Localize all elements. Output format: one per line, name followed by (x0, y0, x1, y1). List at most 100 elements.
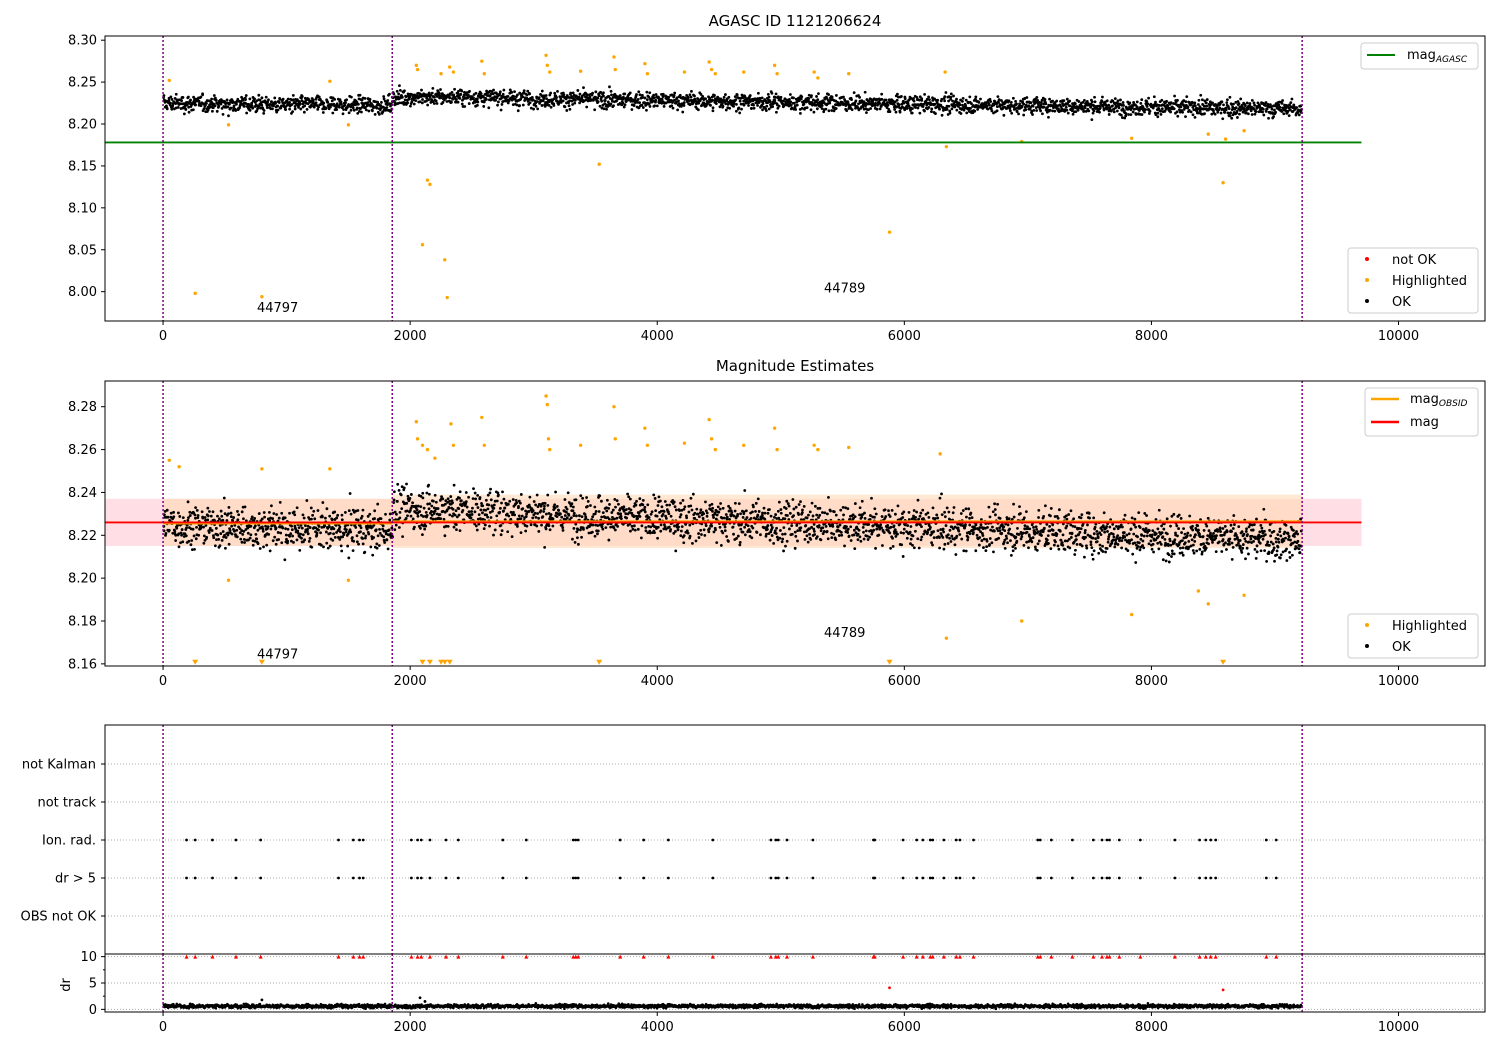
agasc-ok-point (800, 95, 804, 99)
agasc-ok-point (1202, 104, 1206, 108)
agasc-ok-point (815, 107, 819, 111)
agasc-ok-point (682, 104, 686, 107)
mag-ok-point (486, 493, 490, 497)
mag-ok-point (902, 531, 905, 535)
agasc-ok-point (311, 100, 315, 104)
agasc-ok-point (1289, 101, 1293, 104)
mag-ok-point (174, 539, 178, 542)
agasc-ok-point (576, 89, 580, 92)
mag-ok-point (799, 500, 802, 504)
mag-ok-point (421, 491, 425, 495)
agasc-ok-point (1043, 98, 1047, 101)
agasc-ok-point (214, 98, 218, 102)
agasc-highlighted-point (545, 63, 549, 68)
agasc-ok-point (167, 99, 171, 102)
mag-ok-point (616, 525, 620, 528)
agasc-ok-point (180, 99, 183, 102)
agasc-ok-point (1111, 104, 1114, 108)
mag-ok-point (852, 533, 856, 537)
agasc-legend-entry: OK (1392, 295, 1411, 310)
mag-ok-point (241, 532, 245, 536)
agasc-ok-point (770, 91, 774, 95)
mag-ok-point (610, 511, 614, 514)
agasc-ok-point (647, 102, 651, 106)
mag-ok-point (613, 517, 616, 521)
agasc-ok-point (489, 92, 493, 96)
agasc-ok-point (1140, 113, 1144, 116)
agasc-ok-point (450, 90, 454, 94)
agasc-ok-point (799, 112, 802, 115)
mag-ok-point (546, 503, 550, 507)
agasc-ok-point (761, 108, 764, 112)
mag-ok-point (451, 507, 455, 511)
agasc-ok-point (1169, 110, 1172, 114)
mag-ok-point (517, 514, 521, 518)
mag-ok-point (653, 497, 657, 500)
mag-ok-point (534, 516, 538, 519)
mag-ok-point (785, 539, 789, 543)
agasc-ok-point (1177, 108, 1181, 112)
mag-ok-point (825, 512, 829, 516)
mag-ok-point (713, 511, 717, 515)
mag-ok-point (291, 534, 295, 538)
mag-ok-point (449, 495, 453, 498)
mag-ok-point (411, 501, 415, 505)
agasc-ok-point (559, 97, 563, 101)
agasc-ok-point (816, 98, 820, 102)
agasc-legend-marker (1365, 299, 1369, 303)
mag-ok-point (500, 529, 504, 533)
mag-ok-point (901, 516, 905, 519)
agasc-highlighted-point (772, 63, 777, 68)
mag-ok-point (594, 509, 598, 513)
agasc-ok-point (928, 98, 931, 102)
mag-ok-point (267, 510, 271, 514)
agasc-ok-point (690, 89, 693, 93)
mag-ok-point (411, 517, 415, 521)
agasc-ok-point (714, 102, 718, 106)
agasc-ok-point (385, 106, 389, 110)
mag-ok-point (295, 538, 299, 542)
mag-ok-point (461, 509, 465, 512)
mag-ok-point (839, 508, 843, 512)
agasc-ok-point (734, 98, 738, 102)
agasc-ok-point (596, 100, 600, 104)
mag-ok-point (443, 502, 447, 506)
mag-ok-point (433, 493, 437, 497)
mag-ok-point (601, 527, 605, 531)
mag-ok-point (443, 534, 447, 538)
mag-ok-point (766, 511, 770, 515)
mag-ok-point (873, 507, 877, 511)
agasc-ok-point (262, 111, 266, 115)
agasc-ok-point (474, 91, 478, 95)
mag-ok-point (619, 517, 623, 521)
mag-ok-point (474, 524, 478, 528)
agasc-ok-point (1219, 111, 1223, 115)
agasc-ok-point (1160, 107, 1164, 111)
mag-ok-point (386, 547, 390, 551)
mag-ok-point (346, 544, 350, 548)
agasc-ok-point (453, 95, 457, 99)
mag-ok-point (197, 533, 201, 537)
mag-ok-point (555, 504, 559, 508)
agasc-ok-point (491, 92, 495, 96)
mag-ok-point (177, 545, 181, 549)
agasc-ok-point (794, 108, 798, 111)
mag-ok-point (736, 512, 740, 516)
mag-ok-point (398, 516, 402, 520)
mag-ok-point (561, 528, 565, 532)
agasc-ok-point (835, 94, 838, 97)
agasc-ok-point (1055, 99, 1059, 103)
mag-ok-point (861, 525, 865, 529)
agasc-ok-point (221, 112, 225, 116)
agasc-ok-point (431, 86, 435, 90)
agasc-ok-point (241, 98, 245, 102)
agasc-ok-point (521, 95, 525, 99)
agasc-ok-point (704, 97, 707, 101)
mag-ok-point (325, 541, 329, 545)
mag-ok-point (803, 537, 807, 541)
agasc-obsid-label: 44789 (824, 282, 865, 297)
mag-ok-point (774, 513, 778, 516)
mag-ok-point (674, 549, 678, 553)
agasc-ok-point (211, 109, 214, 113)
mag-ok-point (728, 506, 732, 510)
